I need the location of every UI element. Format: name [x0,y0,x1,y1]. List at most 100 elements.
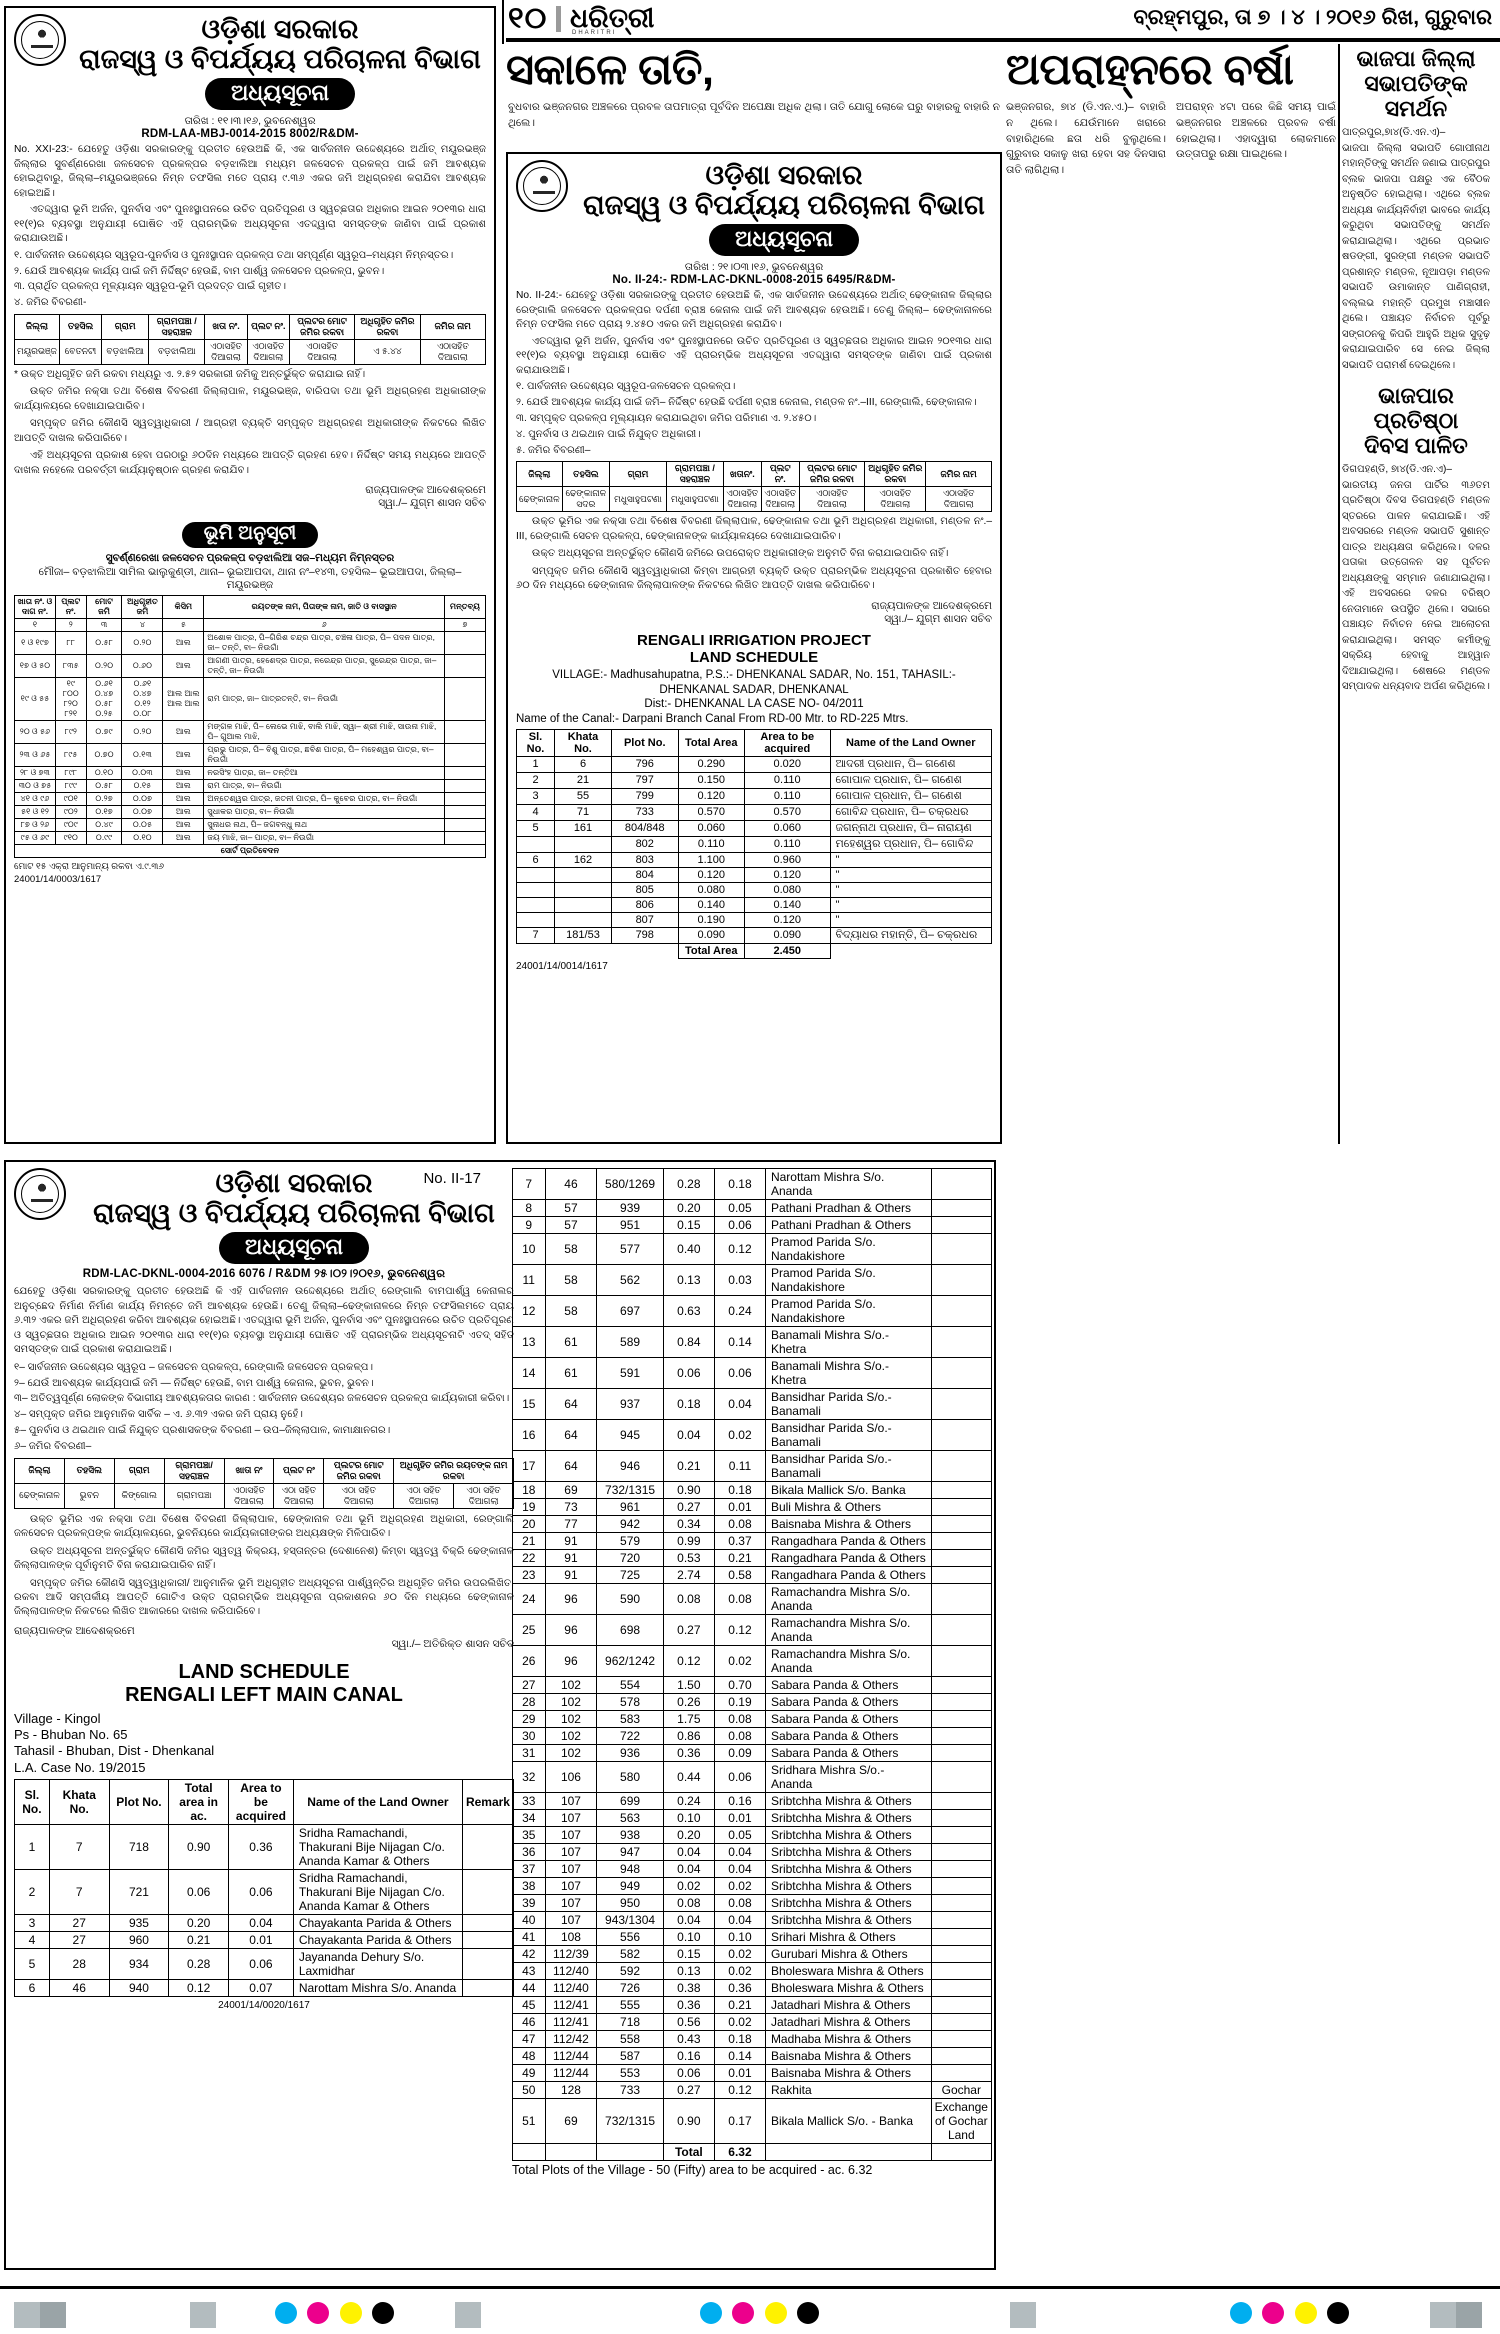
cell-sl: 31 [512,1744,546,1762]
cell-total: ୦.୫୮ [85,631,123,656]
cell-remark [930,1614,993,1646]
land-schedule-cont-body: 7 46 580/1269 0.28 0.18 Narottam Mishra S/o. … [512,1168,993,2161]
ls-cont-footer: Total Plots of the Village - 50 (Fifty) … [512,2163,873,2177]
notice3-sign-2: ସ୍ୱା./– ଅତିରିକ୍ତ ଶାସନ ସଚିବ [391,1637,514,1650]
cell-total: 0.570 [677,803,745,821]
notice3-item-2: ୨– ଯେଉଁ ଆବଶ୍ୟକ କାର୍ଯ୍ୟପାଇଁ ଜମି — ନିର୍ଦ୍ଦ… [14,1377,374,1389]
cell-remark [930,1727,993,1745]
black-dot [797,2302,820,2324]
cell-total: 0.26 [662,1693,715,1711]
cell-sl: 46 [512,2013,546,2031]
ls-la-case: L.A. Case No. 19/2015 [14,1759,146,1775]
cell-owner: Sribtchha Mishra & Others [764,1894,932,1912]
cell-owner: Rakhita [764,2081,932,2099]
cell-total: 0.90 [168,1823,230,1870]
cell-plot: 580/1269 [596,1168,664,1200]
cell-khata: 58 [544,1233,598,1265]
cell-remark [930,1199,993,1217]
table-row: 4 71 733 0.570 0.570 ଗୋବିନ୍ଦ ପ୍ରଧାନ, ପି– ଚକ୍ର… [516,803,992,821]
notice3-sign-1: ରାଜ୍ୟପାଳଙ୍କ ଆଦେଶକ୍ରମେ [14,1624,135,1637]
cell-total: 0.060 [677,819,745,837]
cell-plot: 582 [596,1945,664,1963]
cell-owner: Bholeswara Mishra & Others [764,1962,932,1980]
cell-owner: Sribtchha Mishra & Others [764,1860,932,1878]
cell-khata: 107 [544,1826,598,1844]
cell-khata: 96 [544,1645,598,1677]
notice3-land-table: ଜିଲ୍ଲା ତହସିଲ ଗ୍ରାମ ଗ୍ରାମପଞ୍ଚା/ ସହରାଞ୍ଚଳ … [14,1457,514,1509]
cell-total: 0.12 [662,1645,715,1677]
cell-acq: ୦.୦୭ [121,792,164,807]
gov-dept-line: ରାଜସ୍ୱ ଓ ବିପର୍ଯ୍ୟୟ ପରିଚାଳନା ବିଭାଗ [583,190,985,221]
th-kisam: କିସିମ [162,595,205,620]
cell-plot: 949 [596,1877,664,1895]
table-row: ୪୧ ଓ ୯୬ ୯୦୧ ୦.୨୭ ୦.୦୭ ଆଲ ଅନ୍ତେଶ୍ୱର ପାତ୍ର, ଜତନ… [14,792,486,807]
cell-plot: ଏଠାସହିତ ଦିଆଗଲା [246,338,290,365]
th-land-owner: Name of the Land Owner [829,728,992,757]
cell-remark [930,2047,993,2065]
cell-total: 0.06 [662,2064,715,2082]
cell-sl: 33 [512,1792,546,1810]
cell-total: ୦.୯୯ [85,831,123,846]
cell-khata: 57 [544,1199,598,1217]
cell-khata: 6 [554,755,612,773]
cell-khata: 46 [544,1168,598,1200]
cell-total: ୦.୨୦ [85,654,123,679]
th-acq-area: ଅଧିଗୃହିତ ଜମିର ରକବା [354,313,421,340]
th-total-area: Total Area [677,728,745,757]
cell-acq: ୦.୨୦ [121,631,164,656]
cell-sl: 18 [512,1481,546,1499]
cell-sl: 38 [512,1877,546,1895]
notice1-code: 24001/14/0003/1617 [14,874,102,886]
cell-owner: " [829,881,992,898]
cell-total: ୦.୬୧ ୦.୪୭ ୦.୫୮ ୦.୨୫ [85,677,123,722]
colnum-1: ୧ [14,618,56,633]
table-row: 7 181/53 798 0.090 0.090 ବିଦ୍ୟାଧର ମହାନ୍ତି, ପି… [516,926,992,944]
cell-acq: 0.04 [713,1860,766,1878]
cell-sl: 14 [512,1357,546,1389]
cell-acq: 0.21 [713,1996,766,2014]
odisha-emblem-icon [14,14,66,66]
table-row: 21 91 579 0.99 0.37 Rangadhara Panda & Others [512,1532,993,1550]
th-district: ଜିଲ୍ଲା [14,313,60,340]
table-row: 4 27 960 0.21 0.01 Chayakanta Parida & Others [14,1930,515,1949]
cell-owner: Sribtchha Mishra & Others [764,1809,932,1827]
center-news-col-2: ଭଞ୍ଜନଗର, ୭ା୪ (ଡି.ଏନ.ଏ.)– ବାହାରି ନ ଥିଲେ। … [1006,101,1166,176]
cell-acq: 0.58 [713,1566,766,1584]
cell-kisam: ଆଲ [162,779,205,794]
cell-total: 0.08 [662,1583,715,1615]
cell-acq: 0.02 [713,1645,766,1677]
magenta-dot [307,2302,330,2324]
cell-acq: 0.01 [228,1930,294,1949]
cell-total: 0.28 [662,1168,715,1200]
cell-sl: 3 [14,1913,50,1932]
notice1-para-1: No. XXI-23:- ଯେହେତୁ ଓଡ଼ିଶା ସରକାରଙ୍କୁ ପ୍ର… [14,144,486,199]
colnum-7: ୭ [444,618,486,633]
cell-acq: 0.21 [713,1549,766,1567]
notice3-item-5: ୫– ପୁନର୍ବାସ ଓ ଥଇଥାନ ପାଇଁ ନିଯୁକ୍ତ ପ୍ରଶାସକ… [14,1425,391,1437]
cell-owner: ଅନ୍ତେଶ୍ୱର ପାତ୍ର, ଜତନୀ ପାତ୍ର, ପି– କୁବେର ପ… [203,792,446,807]
cell-plot: 733 [596,2081,664,2099]
cell-owner: Pathani Pradhan & Others [764,1216,932,1234]
table-row: 806 0.140 0.140 " [516,896,992,913]
cell-plot: 951 [596,1216,664,1234]
table-row: 30 102 722 0.86 0.08 Sabara Panda & Others [512,1727,993,1745]
cell-sl: 40 [512,1911,546,1929]
table-row: 37 107 948 0.04 0.04 Sribtchha Mishra & Other… [512,1860,993,1878]
land-schedule-cont-table: 7 46 580/1269 0.28 0.18 Narottam Mishra S/o. … [512,1168,993,2161]
cell-khata: 112/40 [544,1962,598,1980]
cell-remark [930,2064,993,2082]
table-row: ମୟୂରଭଞ୍ଜ ବେତନଟୀ ବଡ଼ଝାଲିଆ ବଡ଼ଝାଲିଆ ଏଠାସହି… [14,338,487,365]
cell-plot: 577 [596,1233,664,1265]
cell-owner: ମଙ୍ଗଳ ମାଝି, ପି– ଲେଭେ ମାଝି, ବାଲି ମାଝି, ସ୍… [203,720,446,745]
cell-acq: 0.08 [713,1727,766,1745]
cell-khata: 181/53 [554,926,612,944]
cell-owner: Gurubari Mishra & Others [764,1945,932,1963]
cell-owner: Sabara Panda & Others [764,1710,932,1728]
spacer-3 [596,2143,664,2161]
cell-remark [461,1913,515,1932]
cell-owner: Sridha Ramachandi, Thakurani Bije Nijaga… [292,1823,463,1870]
cell-plot: 590 [596,1583,664,1615]
th-area-acquired: Area to be acquired [744,728,831,757]
cell-remark [444,818,486,833]
cell-total: 0.34 [662,1515,715,1533]
